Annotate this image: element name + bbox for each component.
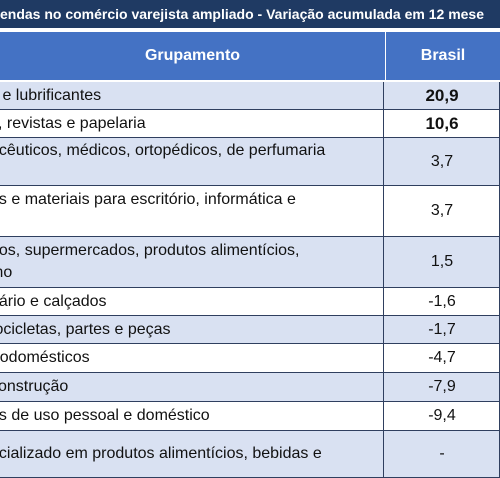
row-label-cell: os e materiais para escritório, informát… (0, 186, 384, 236)
row-label-cell: s e lubrificantes (0, 82, 384, 109)
row-label-cell: tocicletas, partes e peças (0, 316, 384, 343)
row-label: dos, supermercados, produtos alimentício… (0, 242, 300, 281)
table-row: os de uso pessoal e doméstico -9,4 (0, 402, 500, 431)
row-label-cell: acêuticos, médicos, ortopédicos, de perf… (0, 138, 384, 185)
row-label-cell: construção (0, 373, 384, 401)
row-value: -9,4 (385, 402, 500, 430)
header-grupamento: Grupamento (144, 47, 241, 64)
row-label: s, revistas e papelaria (0, 114, 146, 132)
header-brasil: Brasil (420, 47, 466, 64)
table-row: uário e calçados -1,6 (0, 288, 500, 316)
row-label: acêuticos, médicos, ortopédicos, de perf… (0, 141, 326, 159)
row-value: -1,6 (385, 288, 500, 315)
table-row: trodomésticos -4,7 (0, 344, 500, 373)
row-label: uário e calçados (0, 292, 107, 310)
row-label-cell: dos, supermercados, produtos alimentício… (0, 237, 384, 287)
row-label-cell: ecializado em produtos alimentícios, beb… (0, 431, 384, 477)
header-divider (385, 32, 386, 80)
row-label-cell: s, revistas e papelaria (0, 110, 384, 137)
row-value: 1,5 (385, 237, 500, 287)
table-body: s e lubrificantes 20,9 s, revistas e pap… (0, 82, 500, 478)
table-title: endas no comércio varejista ampliado - V… (0, 0, 500, 28)
table-row: dos, supermercados, produtos alimentício… (0, 237, 500, 288)
table-title-text: endas no comércio varejista ampliado - V… (0, 6, 484, 22)
row-label: construção (0, 378, 69, 395)
table-row: construção -7,9 (0, 373, 500, 402)
row-value: -7,9 (385, 373, 500, 401)
table-header: Grupamento Brasil (0, 32, 500, 80)
row-value: - (385, 431, 500, 477)
row-label-cell: trodomésticos (0, 344, 384, 372)
table-row: acêuticos, médicos, ortopédicos, de perf… (0, 138, 500, 186)
row-value: 3,7 (385, 138, 500, 185)
table-row: os e materiais para escritório, informát… (0, 186, 500, 237)
row-value: -1,7 (385, 316, 500, 343)
table-row: ecializado em produtos alimentícios, beb… (0, 431, 500, 478)
table-row: tocicletas, partes e peças -1,7 (0, 316, 500, 344)
table-row: s, revistas e papelaria 10,6 (0, 110, 500, 138)
row-label-cell: os de uso pessoal e doméstico (0, 402, 384, 430)
row-label: os de uso pessoal e doméstico (0, 407, 210, 424)
table-row: s e lubrificantes 20,9 (0, 82, 500, 110)
row-value: 20,9 (385, 82, 500, 109)
row-label: s e lubrificantes (0, 86, 102, 104)
row-label-cell: uário e calçados (0, 288, 384, 315)
row-label: os e materiais para escritório, informát… (0, 191, 296, 208)
row-value: -4,7 (385, 344, 500, 372)
row-value: 10,6 (385, 110, 500, 137)
row-label: ecializado em produtos alimentícios, beb… (0, 445, 322, 462)
row-label: tocicletas, partes e peças (0, 320, 171, 338)
row-value: 3,7 (385, 186, 500, 236)
row-label: trodomésticos (0, 349, 90, 366)
